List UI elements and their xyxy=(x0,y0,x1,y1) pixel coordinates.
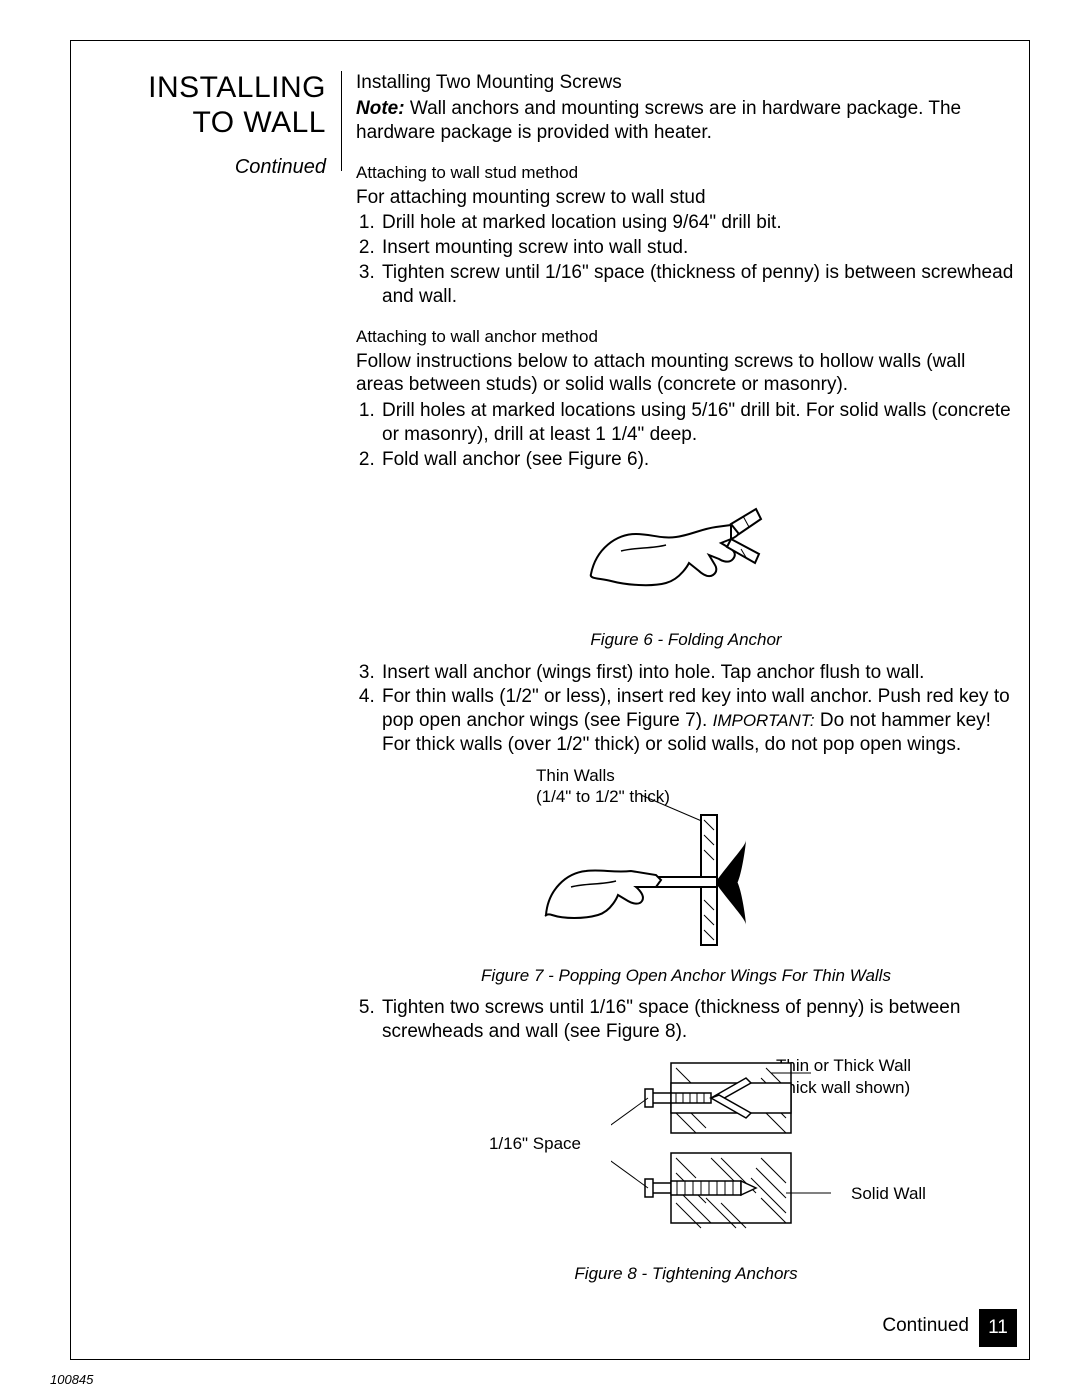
figure-8-illustration xyxy=(611,1053,831,1243)
figure-7-caption: Figure 7 - Popping Open Anchor Wings For… xyxy=(356,965,1016,986)
method1-label: Attaching to wall stud method xyxy=(356,162,1016,183)
doc-number: 100845 xyxy=(50,1372,93,1387)
section-subhead: Installing Two Mounting Screws xyxy=(356,71,1016,95)
figure-6-illustration xyxy=(581,479,791,619)
method1-steps: Drill hole at marked location using 9/64… xyxy=(356,211,1016,308)
method2-step: Drill holes at marked locations using 5/… xyxy=(380,399,1016,447)
fig8-right-callout-2: Solid Wall xyxy=(851,1183,926,1204)
vertical-rule xyxy=(341,71,342,171)
method1-step: Drill hole at marked location using 9/64… xyxy=(380,211,1016,235)
side-title-line1: INSTALLING xyxy=(111,71,326,106)
step4-important-text: Do not hammer key! xyxy=(815,710,991,731)
footer-continued: Continued xyxy=(882,1315,969,1337)
side-title-block: INSTALLING TO WALL Continued xyxy=(111,71,326,179)
figure-6 xyxy=(356,479,1016,619)
figure-6-caption: Figure 6 - Folding Anchor xyxy=(356,629,1016,650)
page-number: 11 xyxy=(979,1309,1017,1347)
method2-step3: Insert wall anchor (wings first) into ho… xyxy=(380,661,1016,685)
fig7-callout-l1: Thin Walls xyxy=(536,766,615,785)
side-title-line2: TO WALL xyxy=(111,106,326,141)
figure-7: Thin Walls (1/4" to 1/2" thick) xyxy=(356,765,1016,955)
method1-step: Tighten screw until 1/16" space (thickne… xyxy=(380,261,1016,309)
method2-steps-a: Drill holes at marked locations using 5/… xyxy=(356,399,1016,471)
method2-step4: For thin walls (1/2" or less), insert re… xyxy=(380,685,1016,756)
page-frame: INSTALLING TO WALL Continued Installing … xyxy=(70,40,1030,1360)
figure-8-caption: Figure 8 - Tightening Anchors xyxy=(356,1263,1016,1284)
method2-steps-b: Insert wall anchor (wings first) into ho… xyxy=(356,661,1016,757)
note-label: Note: xyxy=(356,98,405,119)
method2-label: Attaching to wall anchor method xyxy=(356,326,1016,347)
method2-intro: Follow instructions below to attach moun… xyxy=(356,350,1016,398)
method2-step5: Tighten two screws until 1/16" space (th… xyxy=(380,996,1016,1044)
method2-steps-c: Tighten two screws until 1/16" space (th… xyxy=(356,996,1016,1044)
step4-text-b: For thick walls (over 1/2" thick) or sol… xyxy=(382,734,961,755)
method1-step: Insert mounting screw into wall stud. xyxy=(380,236,1016,260)
step4-important-label: IMPORTANT: xyxy=(713,711,815,730)
note-text: Wall anchors and mounting screws are in … xyxy=(356,98,961,143)
side-continued: Continued xyxy=(111,156,326,179)
fig8-left-callout: 1/16" Space xyxy=(471,1133,581,1154)
figure-8: 1/16" Space Thin or Thick Wall (thick wa… xyxy=(356,1053,1016,1253)
figure-7-illustration xyxy=(536,795,826,955)
method2-step: Fold wall anchor (see Figure 6). xyxy=(380,448,1016,472)
method1-intro: For attaching mounting screw to wall stu… xyxy=(356,186,1016,210)
content-column: Installing Two Mounting Screws Note: Wal… xyxy=(356,71,1016,1295)
note-line: Note: Wall anchors and mounting screws a… xyxy=(356,97,1016,145)
